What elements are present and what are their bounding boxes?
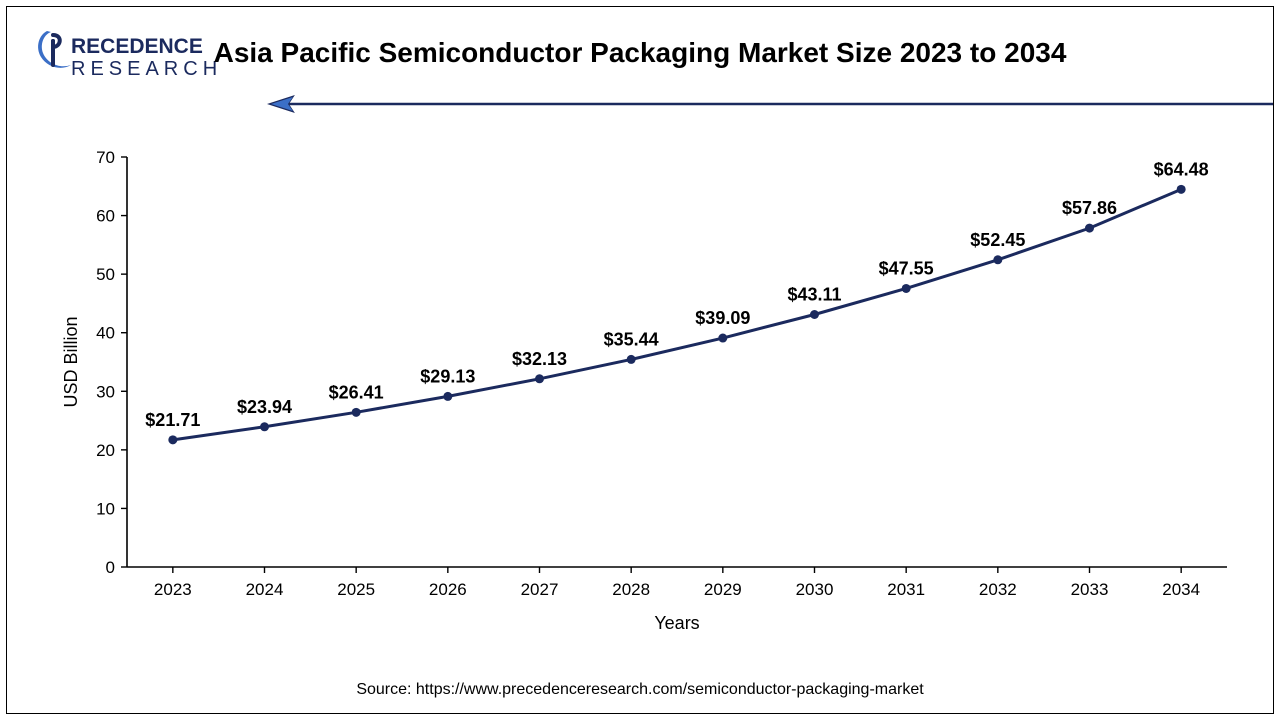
y-axis-label: USD Billion	[61, 316, 81, 407]
x-tick-label: 2030	[796, 580, 834, 599]
data-marker	[1085, 224, 1094, 233]
x-tick-label: 2025	[337, 580, 375, 599]
data-marker	[443, 392, 452, 401]
chart-frame: RECEDENCE RESEARCH Asia Pacific Semicond…	[6, 6, 1274, 714]
y-tick-label: 10	[96, 499, 115, 518]
data-marker	[993, 255, 1002, 264]
x-axis-label: Years	[654, 613, 699, 633]
data-marker	[627, 355, 636, 364]
source-citation: Source: https://www.precedenceresearch.c…	[7, 681, 1273, 699]
x-tick-label: 2032	[979, 580, 1017, 599]
x-tick-label: 2034	[1162, 580, 1200, 599]
y-tick-label: 0	[106, 558, 115, 577]
data-label: $23.94	[237, 397, 292, 417]
data-marker	[535, 374, 544, 383]
data-marker	[718, 334, 727, 343]
data-marker	[168, 435, 177, 444]
data-label: $43.11	[787, 284, 841, 304]
x-tick-label: 2028	[612, 580, 650, 599]
data-marker	[352, 408, 361, 417]
line-chart: 010203040506070USD Billion20232024202520…	[57, 137, 1247, 657]
data-label: $29.13	[420, 366, 475, 386]
data-label: $39.09	[695, 308, 750, 328]
data-marker	[810, 310, 819, 319]
x-tick-label: 2031	[887, 580, 925, 599]
data-marker	[902, 284, 911, 293]
data-label: $52.45	[970, 230, 1025, 250]
x-tick-label: 2027	[521, 580, 559, 599]
y-tick-label: 70	[96, 148, 115, 167]
y-tick-label: 20	[96, 441, 115, 460]
y-tick-label: 60	[96, 207, 115, 226]
data-label: $64.48	[1154, 159, 1209, 179]
arrow-divider	[267, 93, 1273, 115]
x-tick-label: 2033	[1071, 580, 1109, 599]
x-tick-label: 2023	[154, 580, 192, 599]
chart-title: Asia Pacific Semiconductor Packaging Mar…	[7, 37, 1273, 69]
y-tick-label: 50	[96, 265, 115, 284]
data-label: $35.44	[604, 329, 659, 349]
y-tick-label: 40	[96, 324, 115, 343]
data-marker	[260, 422, 269, 431]
data-label: $26.41	[329, 382, 384, 402]
data-label: $47.55	[879, 258, 934, 278]
x-tick-label: 2026	[429, 580, 467, 599]
data-line	[173, 189, 1181, 440]
data-label: $57.86	[1062, 198, 1117, 218]
x-tick-label: 2029	[704, 580, 742, 599]
data-label: $32.13	[512, 349, 567, 369]
data-marker	[1177, 185, 1186, 194]
x-tick-label: 2024	[246, 580, 284, 599]
data-label: $21.71	[145, 410, 200, 430]
y-tick-label: 30	[96, 382, 115, 401]
